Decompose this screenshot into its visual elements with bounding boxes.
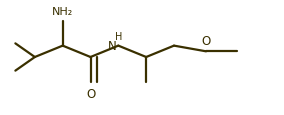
Text: NH₂: NH₂ [52, 7, 73, 17]
Text: N: N [108, 40, 117, 53]
Text: O: O [201, 34, 211, 47]
Text: H: H [115, 32, 122, 42]
Text: O: O [86, 87, 95, 100]
